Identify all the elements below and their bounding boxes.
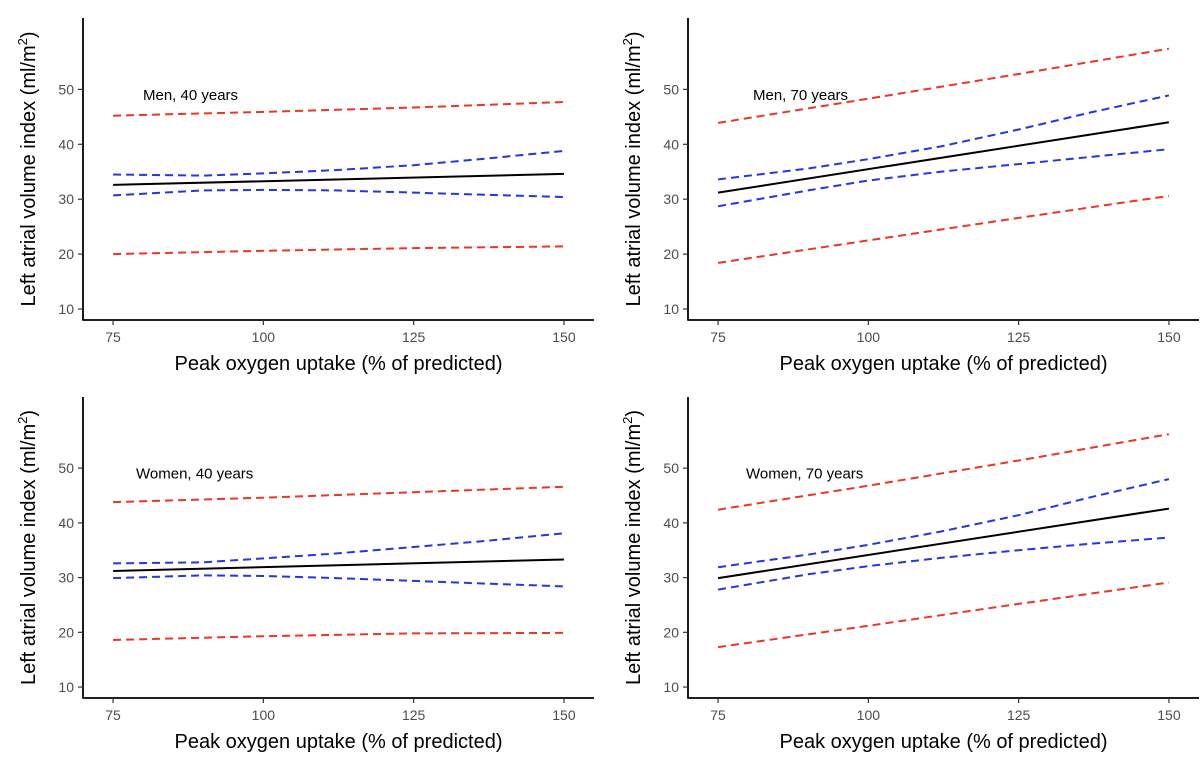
y-axis-title-main: Left atrial volume index (ml/m xyxy=(18,424,40,685)
y-axis-title-sup: 2 xyxy=(620,417,635,424)
x-tick-label: 100 xyxy=(857,707,881,723)
x-tick-label: 75 xyxy=(710,329,726,345)
y-tick-label: 50 xyxy=(663,81,679,97)
series-line-3 xyxy=(113,558,564,572)
series-line-4 xyxy=(113,188,564,198)
y-tick-label: 40 xyxy=(58,515,74,531)
y-tick-label: 10 xyxy=(58,679,74,695)
y-tick-label: 10 xyxy=(663,679,679,695)
x-tick-label: 125 xyxy=(402,707,426,723)
x-tick-label: 150 xyxy=(552,329,576,345)
y-axis-title-close: ) xyxy=(623,31,645,38)
y-tick-label: 20 xyxy=(663,246,679,262)
series-line-2 xyxy=(113,532,564,565)
x-tick-label: 125 xyxy=(1007,707,1031,723)
y-axis-title-main: Left atrial volume index (ml/m xyxy=(623,45,645,306)
x-tick-label: 125 xyxy=(402,329,426,345)
x-axis-title: Peak oxygen uptake (% of predicted) xyxy=(780,731,1108,753)
y-tick-label: 20 xyxy=(58,246,74,262)
y-axis-title-close: ) xyxy=(18,410,40,417)
y-tick-label: 40 xyxy=(58,136,74,152)
y-tick-label: 50 xyxy=(58,460,74,476)
series-line-1 xyxy=(717,433,1170,511)
series-line-3 xyxy=(717,507,1170,580)
x-tick-label: 150 xyxy=(1157,329,1181,345)
x-tick-label: 75 xyxy=(105,707,121,723)
y-axis-title-sup: 2 xyxy=(620,38,635,45)
y-tick-label: 10 xyxy=(663,301,679,317)
series-line-4 xyxy=(717,536,1169,591)
x-axis-title: Peak oxygen uptake (% of predicted) xyxy=(175,353,503,375)
y-tick-label: 20 xyxy=(663,624,679,640)
series-line-3 xyxy=(717,121,1170,194)
y-tick-label: 20 xyxy=(58,624,74,640)
y-tick-label: 30 xyxy=(663,191,679,207)
panel-annotation: Women, 70 years xyxy=(746,466,863,483)
series-line-4 xyxy=(113,574,564,588)
chart-panel-3: 10 20 30 40 50 75 100 125 150 Peak oxygen uptake … xyxy=(15,397,594,753)
x-tick-label: 150 xyxy=(1157,707,1181,723)
x-tick-label: 100 xyxy=(252,329,276,345)
x-axis-title: Peak oxygen uptake (% of predicted) xyxy=(175,731,503,753)
series-line-1 xyxy=(113,485,564,504)
series-line-1 xyxy=(717,47,1170,124)
x-tick-label: 125 xyxy=(1007,329,1031,345)
series-line-5 xyxy=(717,194,1170,264)
y-axis-title: Left atrial volume index (ml/m2) xyxy=(15,410,40,685)
y-tick-label: 10 xyxy=(58,301,74,317)
series-line-3 xyxy=(113,172,564,186)
y-tick-label: 30 xyxy=(58,570,74,586)
y-tick-label: 30 xyxy=(58,191,74,207)
x-tick-label: 100 xyxy=(857,329,881,345)
x-tick-label: 75 xyxy=(710,707,726,723)
x-tick-label: 75 xyxy=(105,329,121,345)
y-tick-label: 40 xyxy=(663,136,679,152)
series-line-5 xyxy=(113,631,564,641)
panel-annotation: Men, 40 years xyxy=(143,87,238,104)
chart-panel-4: 10 20 30 40 50 75 100 125 150 Peak oxygen uptake … xyxy=(620,397,1199,753)
y-axis-title-close: ) xyxy=(18,31,40,38)
chart-panel-1: 10 20 30 40 50 75 100 125 150 Peak oxygen uptake … xyxy=(15,18,594,375)
series-line-4 xyxy=(717,148,1169,208)
y-tick-label: 30 xyxy=(663,570,679,586)
y-axis-title-main: Left atrial volume index (ml/m xyxy=(18,45,40,306)
series-line-5 xyxy=(717,581,1170,649)
y-axis-title-main: Left atrial volume index (ml/m xyxy=(623,424,645,685)
y-tick-label: 40 xyxy=(663,515,679,531)
chart-panel-2: 10 20 30 40 50 75 100 125 150 Peak oxygen uptake … xyxy=(620,18,1199,375)
y-axis-title: Left atrial volume index (ml/m2) xyxy=(620,410,645,685)
panel-annotation: Men, 70 years xyxy=(753,87,848,104)
x-axis-title: Peak oxygen uptake (% of predicted) xyxy=(780,353,1108,375)
x-tick-label: 100 xyxy=(252,707,276,723)
series-line-5 xyxy=(113,245,564,256)
y-tick-label: 50 xyxy=(663,460,679,476)
series-line-2 xyxy=(113,149,564,177)
series-line-1 xyxy=(113,101,564,117)
series-line-2 xyxy=(717,94,1170,181)
y-axis-title-close: ) xyxy=(623,410,645,417)
x-tick-label: 150 xyxy=(552,707,576,723)
y-axis-title: Left atrial volume index (ml/m2) xyxy=(620,31,645,306)
y-axis-title-sup: 2 xyxy=(15,417,30,424)
panel-annotation: Women, 40 years xyxy=(136,466,253,483)
y-tick-label: 50 xyxy=(58,81,74,97)
y-axis-title: Left atrial volume index (ml/m2) xyxy=(15,31,40,306)
series-line-2 xyxy=(717,478,1170,569)
y-axis-title-sup: 2 xyxy=(15,38,30,45)
